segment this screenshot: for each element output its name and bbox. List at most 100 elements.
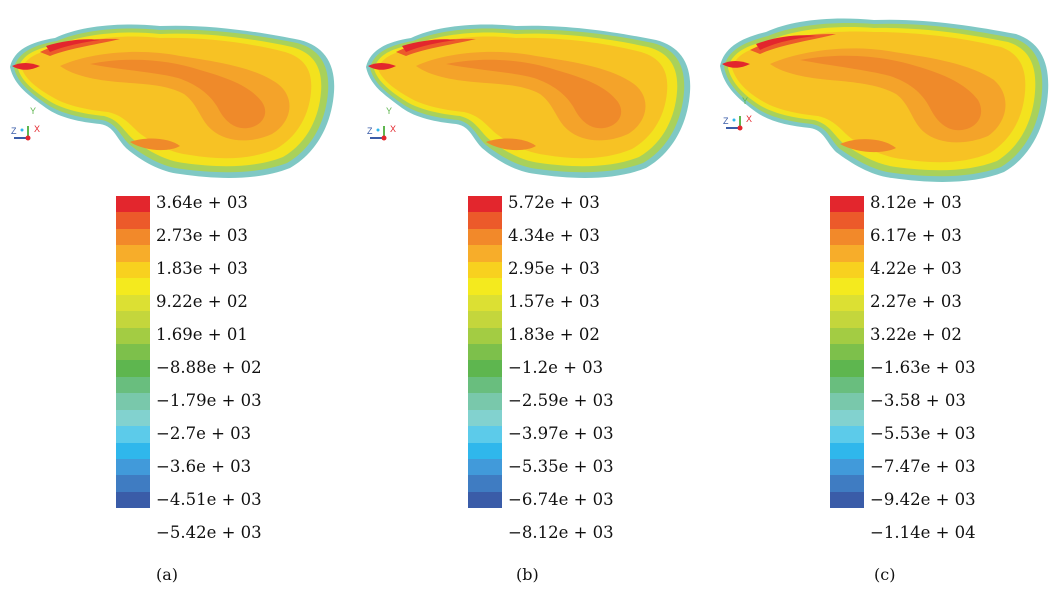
legend-swatch [468, 343, 502, 361]
legend-swatch [116, 212, 150, 229]
legend-label: 5.72e + 03 [508, 193, 600, 212]
legend-label: −5.42e + 03 [156, 523, 262, 542]
legend-swatch [830, 459, 864, 476]
legend-swatch [830, 294, 864, 312]
legend-swatch [830, 491, 864, 509]
legend-swatch [116, 409, 150, 427]
legend-label: 8.12e + 03 [870, 193, 962, 212]
legend-swatch [116, 393, 150, 410]
legend-label: −1.79e + 03 [156, 391, 262, 410]
panel-a: Y Z X 3.64e + 03 2.73e + 03 1.83e + 03 9… [0, 0, 340, 589]
legend-swatch [830, 475, 864, 492]
legend-swatch [830, 376, 864, 394]
legend-swatch [830, 228, 864, 246]
legend-swatch [116, 376, 150, 394]
legend-swatch [468, 491, 502, 509]
legend-swatch [830, 261, 864, 279]
legend-swatch [116, 426, 150, 443]
panel-caption: (a) [156, 565, 179, 584]
legend-label: −6.74e + 03 [508, 490, 614, 509]
legend-label: 4.22e + 03 [870, 259, 962, 278]
legend-swatch [116, 491, 150, 509]
legend-label: 2.95e + 03 [508, 259, 600, 278]
legend-swatch [468, 409, 502, 427]
axis-label-z: Z [11, 126, 17, 136]
legend-swatch [830, 196, 864, 213]
legend-swatch [468, 228, 502, 246]
legend-swatch [116, 311, 150, 328]
axis-label-y: Y [386, 106, 393, 116]
legend-swatch [468, 360, 502, 377]
axis-label-x: X [34, 124, 41, 134]
legend-swatch [468, 245, 502, 262]
legend-label: −9.42e + 03 [870, 490, 976, 509]
legend-swatch [116, 475, 150, 492]
legend-swatch [468, 475, 502, 492]
legend-label: −3.58 + 03 [870, 391, 966, 410]
legend-swatch [468, 442, 502, 459]
legend-label: −1.2e + 03 [508, 358, 604, 377]
legend-swatch [116, 459, 150, 476]
legend-swatch [830, 393, 864, 410]
legend-swatch [116, 261, 150, 279]
legend-swatch [468, 426, 502, 443]
legend-swatch [830, 212, 864, 229]
legend-swatch [830, 360, 864, 377]
legend-color-bar [468, 196, 502, 509]
legend-label: −2.59e + 03 [508, 391, 614, 410]
legend-swatch [830, 245, 864, 262]
legend-label: −5.35e + 03 [508, 457, 614, 476]
legend-swatch [468, 327, 502, 344]
legend-swatch [830, 409, 864, 427]
legend-swatch [468, 393, 502, 410]
legend-swatch [468, 196, 502, 213]
axis-label-y: Y [30, 106, 37, 116]
legend-swatch [116, 327, 150, 344]
stress-contour-plot [720, 18, 1049, 182]
legend-label: 1.83e + 03 [156, 259, 248, 278]
axis-label-x: X [746, 114, 753, 124]
legend-swatch [116, 228, 150, 246]
legend-swatch [116, 245, 150, 262]
legend-color-bar [830, 196, 864, 509]
stress-contour-plot [10, 24, 335, 178]
legend-label: 3.64e + 03 [156, 193, 248, 212]
legend-color-bar [116, 196, 150, 509]
legend-swatch [468, 311, 502, 328]
axis-label-z: Z [723, 116, 729, 126]
legend-swatch [116, 294, 150, 312]
legend-label: 6.17e + 03 [870, 226, 962, 245]
legend-swatch [468, 261, 502, 279]
legend-swatch [830, 343, 864, 361]
legend-swatch [830, 442, 864, 459]
legend-label: −3.6e + 03 [156, 457, 252, 476]
legend-swatch [116, 360, 150, 377]
legend-swatch [468, 459, 502, 476]
legend-swatch [830, 426, 864, 443]
legend-label: 2.27e + 03 [870, 292, 962, 311]
legend-label: 4.34e + 03 [508, 226, 600, 245]
legend-label: 2.73e + 03 [156, 226, 248, 245]
legend-swatch [116, 278, 150, 295]
legend-label: −3.97e + 03 [508, 424, 614, 443]
legend-label: −1.14e + 04 [870, 523, 976, 542]
panel-b: Y Z X 5.72e + 03 4.34e + 03 2.95e + 03 1… [356, 0, 696, 589]
legend-swatch [830, 311, 864, 328]
legend-swatch [468, 278, 502, 295]
legend-label: −7.47e + 03 [870, 457, 976, 476]
legend-swatch [830, 278, 864, 295]
legend-swatch [116, 442, 150, 459]
axis-label-y: Y [742, 96, 749, 106]
legend-label: −2.7e + 03 [156, 424, 252, 443]
panel-c: Y Z X 8.12e + 03 6.17e + 03 4.22e + 03 2… [712, 0, 1051, 589]
legend-swatch [468, 212, 502, 229]
legend-label: −1.63e + 03 [870, 358, 976, 377]
legend-label: 3.22e + 02 [870, 325, 962, 344]
legend-swatch [116, 196, 150, 213]
legend-swatch [468, 376, 502, 394]
legend-swatch [830, 327, 864, 344]
legend-label: −8.88e + 02 [156, 358, 262, 377]
legend-label: −4.51e + 03 [156, 490, 262, 509]
legend-swatch [116, 343, 150, 361]
axis-label-x: X [390, 124, 397, 134]
